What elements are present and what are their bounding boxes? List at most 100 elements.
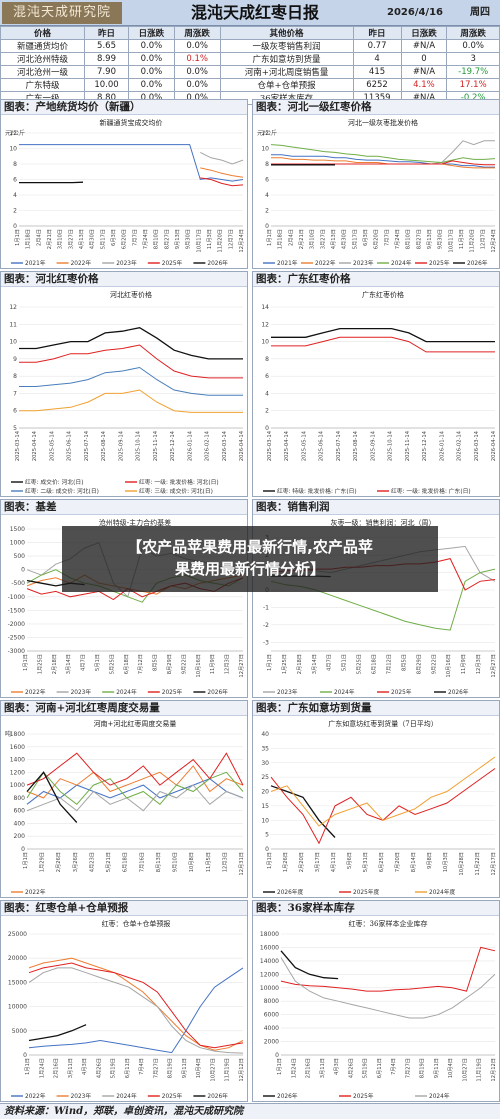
x-tick-label: 9月10日 [172,852,179,872]
panel-guangdong-price: 图表：广东红枣价格 广东红枣价格 0 2 4 6 8 10 12 14 2025-03-14 202… [252,271,500,497]
x-tick-label: 1月1日 [266,852,273,869]
table-cell: 一级灰枣销售利润 [219,39,354,53]
y-tick-label: 800 [14,795,26,802]
table-cell: 0.0% [128,65,175,79]
y-tick-label: 5 [265,832,269,839]
legend-label: 2025年 [162,688,183,696]
x-tick-label: 1月18日 [25,229,32,249]
series-line [280,950,339,980]
panel-title: 图表：红枣仓单+仓单预报 [1,901,247,916]
x-tick-label: 4月3日 [333,1058,340,1075]
x-tick-label: 9月11日 [181,1058,188,1078]
x-tick-label: 2月20日 [298,852,305,872]
y-tick-label: 15000 [8,979,27,986]
series-line [28,967,244,1054]
x-tick-label: 7月27日 [404,1058,411,1078]
legend-label: 2024年 [116,1092,137,1100]
y-tick-label: 11 [9,321,17,328]
y-tick-label: 1000 [10,540,25,547]
series-line [271,160,495,166]
x-tick-label: 2025-12-14 [422,430,428,461]
y-tick-label: 10000 [8,1004,27,1011]
x-tick-label: 4月23日 [88,852,95,872]
series-line [28,957,244,1051]
x-tick-label: 11月19日 [476,1058,483,1082]
y-tick-label: 1500 [10,526,25,533]
legend-label: 2026年 [207,1092,228,1100]
table-cell: 广东特级 [0,78,86,92]
x-tick-label: 10月4日 [195,1058,202,1078]
x-tick-label: 7月24日 [142,229,149,249]
report-title: 混沌天成红枣日报 [190,3,319,22]
x-tick-label: 6月18日 [122,852,129,872]
x-tick-label: 2025-06-14 [67,430,73,461]
panel-warehouse-receipts: 图表：红枣仓单+仓单预报 红枣：仓单+仓单预报 0 5000 10000 15000 20… [0,900,248,1102]
banner-line-1: 【农产品苹果费用最新行情,农产品苹 [127,538,373,556]
y-tick-label: 18000 [260,931,279,938]
series-line [280,957,496,1019]
table-cell: 河北沧州特级 [0,52,86,66]
x-tick-label: 2025-12-14 [170,430,176,461]
x-tick-label: 11月9日 [460,654,467,674]
x-tick-label: 4月26日 [95,1058,102,1078]
table-cell: 河南+河北周度销售量 [219,65,354,79]
table-cell: 0.0% [173,78,221,92]
legend-label: 2022年 [25,1092,46,1100]
x-tick-label: 6月3日 [110,229,117,246]
x-tick-label: 2026-02-14 [457,430,463,461]
x-tick-label: 9月11日 [433,1058,440,1078]
y-tick-label: 16000 [260,944,279,951]
x-tick-label: 6月11日 [376,1058,383,1078]
x-tick-label: 3月14日 [65,654,72,674]
headline-banner[interactable]: 【农产品苹果费用最新行情,农产品苹 果费用最新行情分析】 [62,526,438,592]
legend-label: 2022年 [315,259,336,267]
y-tick-label: 400 [14,820,26,827]
y-tick-label: 6 [13,177,17,184]
legend-label: 2026年 [277,1092,298,1100]
y-tick-label: 10 [261,817,269,824]
x-tick-label: 3月14日 [311,654,318,674]
table-cell: 0.0% [446,39,500,53]
x-tick-label: 1月29日 [39,852,46,872]
table-cell: 17.1% [446,78,500,92]
y-tick-label: 14 [261,304,269,311]
x-tick-label: 1月1日 [24,1058,31,1075]
column-header: 其他价格 [219,26,354,40]
x-tick-label: 11月9日 [209,654,216,674]
table-cell: 0.0% [128,39,175,53]
panel-title: 图表：广东如意坊到货量 [253,701,499,716]
x-tick-label: 2月18日 [296,654,303,674]
chart-title: 红枣：36家样本企业库存 [349,919,428,928]
y-tick-label: 6000 [264,1012,279,1019]
y-tick-label: 10 [261,339,269,346]
x-tick-label: 1月1日 [22,654,29,671]
legend-label: 2023年 [277,688,298,696]
legend-label: 2025年 [162,259,183,267]
x-tick-label: 5月19日 [110,1058,117,1078]
x-tick-label: 3月11日 [319,1058,326,1078]
panel-title: 图表：河南+河北红枣周度交易量 [1,701,247,716]
legend-label: 2021年 [277,259,298,267]
y-tick-label: 0 [265,846,269,853]
x-tick-label: 2026-04-14 [491,430,497,461]
y-tick-label: 6 [265,177,269,184]
panel-title: 图表：基差 [1,500,247,515]
x-tick-label: 2月4日 [35,229,42,246]
x-tick-label: 8月10日 [153,229,160,249]
x-tick-label: 2026-03-14 [474,430,480,461]
y-tick-label: 0 [275,1052,279,1059]
table-cell: 0.0% [128,52,175,66]
y-tick-label: 10 [261,146,269,153]
x-tick-label: 4月7日 [80,654,87,671]
y-tick-label: 1600 [10,744,25,751]
x-tick-label: 2025-09-14 [370,430,376,461]
y-tick-label: 12 [9,304,17,311]
y-tick-label: -1 [263,604,269,611]
x-tick-label: 3月26日 [72,852,79,872]
x-tick-label: 1月24日 [38,1058,45,1078]
x-tick-label: 1月25日 [281,654,288,674]
y-tick-label: 1000 [10,782,25,789]
x-tick-label: 6月20日 [373,229,380,249]
x-tick-label: 2月26日 [55,852,62,872]
x-tick-label: 8月19日 [167,1058,174,1078]
